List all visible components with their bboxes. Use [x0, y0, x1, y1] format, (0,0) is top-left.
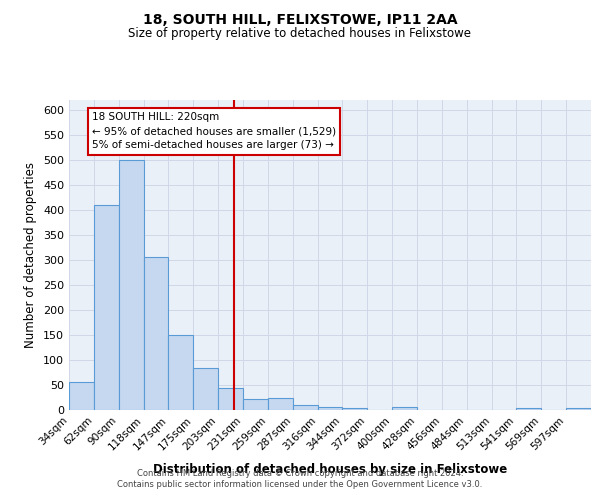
Bar — [343, 408, 367, 410]
Bar — [94, 205, 119, 410]
Bar — [218, 388, 243, 410]
Bar — [243, 399, 268, 410]
Bar — [517, 408, 541, 410]
X-axis label: Distribution of detached houses by size in Felixstowe: Distribution of detached houses by size … — [153, 463, 507, 476]
Text: Contains public sector information licensed under the Open Government Licence v3: Contains public sector information licen… — [118, 480, 482, 489]
Text: Contains HM Land Registry data © Crown copyright and database right 2024.: Contains HM Land Registry data © Crown c… — [137, 468, 463, 477]
Bar — [268, 398, 293, 410]
Text: Size of property relative to detached houses in Felixstowe: Size of property relative to detached ho… — [128, 28, 472, 40]
Bar — [143, 256, 169, 410]
Y-axis label: Number of detached properties: Number of detached properties — [25, 162, 37, 348]
Bar — [169, 335, 193, 410]
Bar — [293, 405, 317, 410]
Bar — [317, 406, 343, 410]
Text: 18, SOUTH HILL, FELIXSTOWE, IP11 2AA: 18, SOUTH HILL, FELIXSTOWE, IP11 2AA — [143, 12, 457, 26]
Text: 18 SOUTH HILL: 220sqm
← 95% of detached houses are smaller (1,529)
5% of semi-de: 18 SOUTH HILL: 220sqm ← 95% of detached … — [92, 112, 336, 150]
Bar — [119, 160, 143, 410]
Bar — [392, 407, 417, 410]
Bar — [69, 382, 94, 410]
Bar — [193, 368, 218, 410]
Bar — [566, 408, 591, 410]
